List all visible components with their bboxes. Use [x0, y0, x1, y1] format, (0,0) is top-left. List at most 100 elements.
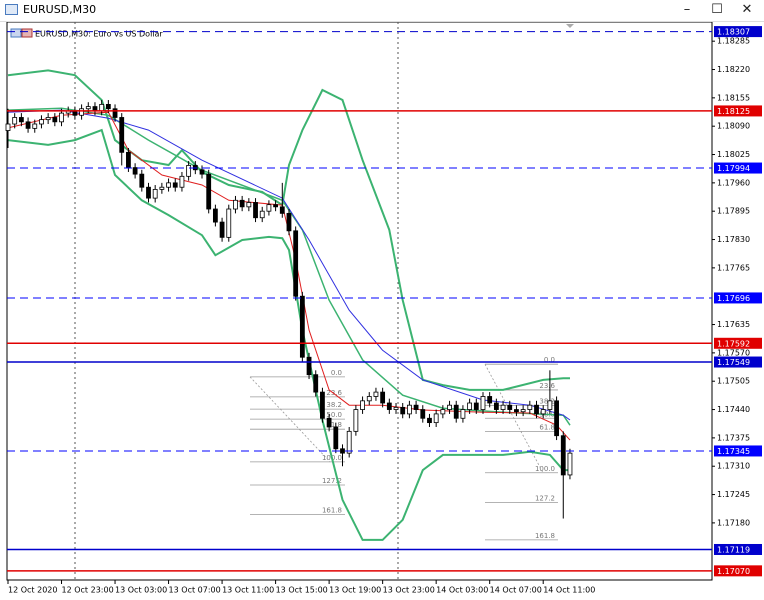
candle-body: [540, 409, 546, 415]
y-tick-label: 1.17375: [717, 433, 750, 442]
y-tick-label: 1.17310: [717, 462, 750, 471]
candle-body: [567, 452, 573, 476]
y-tick-label: 1.18025: [717, 150, 750, 159]
close-button[interactable]: ✕: [741, 2, 753, 17]
x-tick-label: 13 Oct 23:00: [383, 586, 435, 595]
candle-body: [333, 426, 339, 450]
candle-body: [119, 117, 125, 153]
maximize-button[interactable]: ☐: [711, 2, 723, 17]
symbol-icon: [21, 28, 33, 38]
candle-body: [487, 396, 493, 404]
candle-body: [199, 169, 205, 175]
candle-body: [554, 400, 559, 437]
fib-label: 100.0: [535, 465, 555, 473]
candle-body: [253, 202, 258, 219]
candle-body: [493, 402, 499, 410]
price-level-label: 1.17345: [717, 447, 750, 456]
chart: EURUSD,M30: Euro vs US Dollar 0.0 23.6 38.…: [5, 22, 762, 595]
candle-body: [406, 404, 412, 415]
x-tick-label: 13 Oct 15:00: [276, 586, 328, 595]
candle-body: [320, 391, 325, 419]
price-level-tag: [714, 543, 762, 555]
candle-body: [527, 404, 533, 410]
fib-label: 0.0: [544, 356, 555, 364]
candle-body: [226, 208, 232, 238]
candle-body: [212, 208, 218, 223]
minimize-button[interactable]: –: [683, 2, 691, 17]
candle-body: [326, 417, 332, 428]
x-tick-label: 12 Oct 2020: [8, 586, 57, 595]
price-level-tag: [714, 105, 762, 117]
candle-body: [340, 448, 345, 454]
candle-body: [440, 409, 446, 415]
candle-body: [306, 356, 312, 376]
y-tick-label: 1.18285: [717, 37, 750, 46]
candle-body: [52, 117, 58, 123]
y-tick-label: 1.17960: [717, 178, 750, 187]
candle-body: [453, 404, 459, 419]
price-level-tag: [714, 162, 762, 174]
y-tick-label: 1.17440: [717, 405, 750, 414]
y-tick-label: 1.17505: [717, 377, 750, 386]
price-level-tag: [714, 337, 762, 349]
candle-body: [386, 402, 392, 410]
candle-body: [460, 409, 466, 419]
candle-body: [547, 400, 553, 410]
y-tick-label: 1.17765: [717, 263, 750, 272]
candle-body: [273, 204, 279, 208]
candle-body: [172, 182, 178, 188]
candle-body: [299, 295, 305, 358]
candle-body: [59, 112, 64, 123]
candle-body: [467, 402, 473, 410]
candle-body: [560, 435, 566, 476]
candle-body: [507, 404, 513, 410]
fib-label: 61.8: [539, 423, 555, 431]
candle-body: [286, 212, 292, 232]
candle-body: [420, 409, 426, 419]
candle-body: [18, 117, 24, 123]
candle-body: [360, 400, 365, 410]
candle-body: [139, 173, 145, 188]
candle-body: [500, 404, 506, 410]
price-level-tag: [714, 356, 762, 368]
price-level-label: 1.17549: [717, 358, 750, 367]
fib-label: 127.2: [535, 494, 555, 502]
fib-label: 161.8: [535, 532, 555, 540]
price-level-label: 1.17119: [717, 545, 750, 554]
window-title: EURUSD,M30: [23, 3, 97, 16]
candle-body: [447, 404, 452, 410]
price-level-tag: [714, 292, 762, 304]
x-tick-label: 13 Oct 07:00: [169, 586, 221, 595]
candle-body: [353, 409, 359, 432]
x-tick-label: 13 Oct 03:00: [115, 586, 167, 595]
candle-body: [99, 103, 105, 112]
candle-body: [45, 117, 51, 121]
title-bar: EURUSD,M30 – ☐ ✕: [0, 0, 764, 22]
candle-body: [480, 396, 486, 410]
y-tick-label: 1.17635: [717, 320, 750, 329]
candle-body: [146, 186, 151, 199]
y-tick-label: 1.18090: [717, 122, 750, 131]
candle-body: [85, 106, 91, 110]
candle-body: [12, 117, 18, 125]
price-level-tag: [714, 565, 762, 577]
price-level-tag: [714, 445, 762, 457]
candle-body: [534, 404, 539, 415]
price-level-label: 1.17592: [717, 339, 750, 348]
candle-body: [233, 199, 238, 210]
candle-body: [427, 417, 432, 424]
candle-body: [25, 121, 31, 129]
candle-body: [259, 210, 265, 219]
candle-body: [380, 391, 386, 404]
fib-label: 161.8: [322, 507, 342, 515]
candle-body: [159, 186, 165, 190]
candle-body: [112, 108, 118, 118]
x-tick-label: 14 Oct 11:00: [543, 586, 595, 595]
candle-body: [346, 430, 352, 454]
candle-body: [279, 206, 285, 214]
fib-label: 23.6: [539, 382, 555, 390]
price-level-label: 1.18125: [717, 107, 750, 116]
candle-body: [473, 402, 479, 410]
candle-body: [206, 173, 212, 210]
